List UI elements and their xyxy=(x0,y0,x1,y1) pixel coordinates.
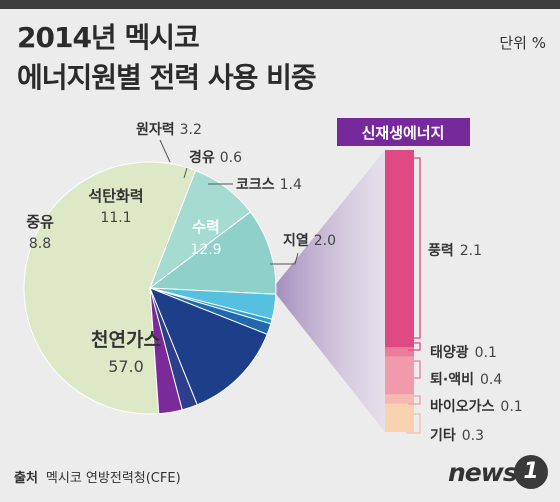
logo-word: news xyxy=(448,458,518,487)
pie-label-hydro: 수력 xyxy=(192,218,220,236)
bracket-other xyxy=(406,413,421,434)
pie-value-hydro: 12.9 xyxy=(190,242,221,258)
unit-label: 단위 % xyxy=(499,34,546,52)
pie-slice-hydro xyxy=(149,287,268,406)
pie-labels: 천연가스 57.0 중유 8.8 석탄화력 11.1 수력 12.9 원자력 3.2 경유 0.6 코크… xyxy=(26,122,336,376)
pie-label-coal: 석탄화력 xyxy=(88,187,143,205)
pie-label-coke: 코크스 1.4 xyxy=(236,177,302,193)
bracket-compost xyxy=(414,360,421,379)
pie-label-diesel: 경유 0.6 xyxy=(189,149,242,166)
source-label: 출처 xyxy=(14,471,38,486)
pie-chart xyxy=(23,161,277,415)
chart-title-line1: 2014년 멕시코 xyxy=(17,21,200,54)
pie-value-coal: 11.1 xyxy=(100,210,131,226)
bracket-biogas xyxy=(408,395,421,405)
renewable-stacked-bar xyxy=(385,150,414,432)
pie-leader-geothermal xyxy=(270,252,299,265)
pie-label-lng: 천연가스 xyxy=(91,329,161,351)
chart-area: 천연가스 57.0 중유 8.8 석탄화력 11.1 수력 12.9 원자력 3.2 경유 0.6 코크… xyxy=(23,118,523,444)
pie-value-lng: 57.0 xyxy=(108,357,144,376)
source-text: 멕시코 연방전력청(CFE) xyxy=(45,471,181,486)
bracket-wind xyxy=(414,157,421,339)
news1-logo: news 1 xyxy=(448,455,552,491)
pie-slice-coal xyxy=(148,211,277,295)
bar-label-other: 기타 0.3 xyxy=(430,428,484,444)
pie-slice-renewable xyxy=(149,287,183,415)
bar-segment-wind xyxy=(385,150,414,348)
bar-segment-compost xyxy=(385,356,414,395)
renewable-connector-fan xyxy=(276,150,385,432)
bar-segment-other xyxy=(385,403,414,432)
pie-label-heavy-oil: 중유 xyxy=(26,213,54,231)
source-footer: 출처 멕시코 연방전력청(CFE) xyxy=(14,467,181,486)
chart-title-line2: 에너지원별 전력 사용 비중 xyxy=(17,61,317,94)
pie-slice-lng xyxy=(23,161,197,415)
bar-label-wind: 풍력 2.1 xyxy=(428,243,482,259)
renewable-labels: 풍력 2.1 태양광 0.1 퇴·액비 0.4 바이오가스 0.1 기타 0.3 xyxy=(428,243,523,444)
renewable-header-box xyxy=(337,118,470,146)
renewable-header-label: 신재생에너지 xyxy=(362,124,445,142)
bar-segment-solar xyxy=(385,347,414,357)
pie-leader-nuclear xyxy=(159,139,171,163)
bar-segment-biogas xyxy=(385,394,414,404)
pie-value-heavy-oil: 8.8 xyxy=(29,236,51,252)
bar-label-solar: 태양광 0.1 xyxy=(430,344,497,361)
logo-badge: 1 xyxy=(514,455,548,489)
bar-label-compost: 퇴·액비 0.4 xyxy=(430,371,502,388)
bar-label-biogas: 바이오가스 0.1 xyxy=(430,398,523,415)
pie-label-nuclear: 원자력 3.2 xyxy=(136,122,202,138)
pie-leader-diesel xyxy=(183,167,188,179)
bracket-solar xyxy=(408,342,421,351)
top-bar xyxy=(0,0,560,9)
pie-label-geothermal: 지열 2.0 xyxy=(283,232,336,249)
